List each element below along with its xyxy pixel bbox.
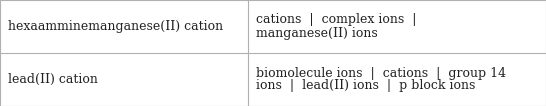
- Text: lead(II) cation: lead(II) cation: [8, 73, 98, 86]
- Text: ions  |  lead(II) ions  |  p block ions: ions | lead(II) ions | p block ions: [257, 80, 476, 93]
- Text: biomolecule ions  |  cations  |  group 14: biomolecule ions | cations | group 14: [257, 66, 507, 80]
- Text: manganese(II) ions: manganese(II) ions: [257, 26, 378, 40]
- Text: hexaamminemanganese(II) cation: hexaamminemanganese(II) cation: [8, 20, 223, 33]
- Text: cations  |  complex ions  |: cations | complex ions |: [257, 13, 417, 26]
